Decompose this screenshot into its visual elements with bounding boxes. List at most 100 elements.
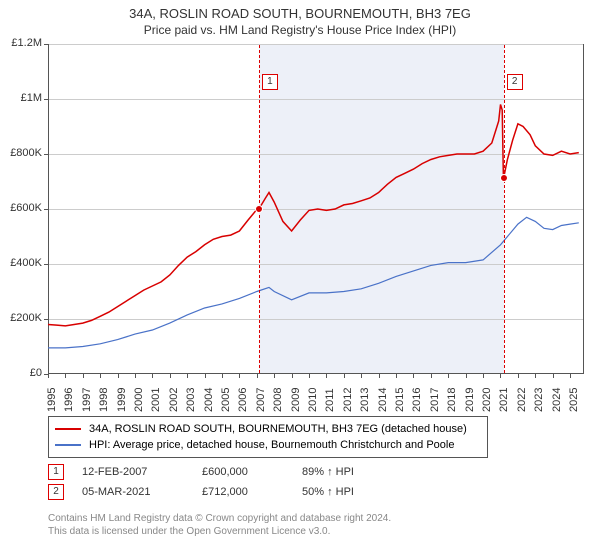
x-tick-label: 2014: [377, 388, 389, 412]
legend-label: HPI: Average price, detached house, Bour…: [89, 439, 454, 451]
x-tick-mark: [500, 374, 501, 378]
x-tick-label: 2019: [464, 388, 476, 412]
x-tick-label: 2015: [394, 388, 406, 412]
legend-item-hpi: HPI: Average price, detached house, Bour…: [55, 437, 481, 453]
x-tick-mark: [83, 374, 84, 378]
x-tick-label: 1996: [63, 388, 75, 412]
x-tick-mark: [413, 374, 414, 378]
x-tick-mark: [100, 374, 101, 378]
x-tick-label: 1997: [81, 388, 93, 412]
event-delta: 50% ↑ HPI: [302, 486, 422, 498]
x-tick-mark: [65, 374, 66, 378]
x-tick-mark: [135, 374, 136, 378]
x-tick-label: 2009: [290, 388, 302, 412]
x-tick-mark: [396, 374, 397, 378]
x-tick-mark: [205, 374, 206, 378]
marker-label: 2: [507, 74, 523, 90]
x-tick-mark: [553, 374, 554, 378]
x-tick-label: 2004: [203, 388, 215, 412]
event-row: 2 05-MAR-2021£712,00050% ↑ HPI: [48, 482, 422, 502]
x-tick-mark: [222, 374, 223, 378]
x-tick-mark: [48, 374, 49, 378]
x-tick-label: 2002: [168, 388, 180, 412]
event-delta: 89% ↑ HPI: [302, 466, 422, 478]
y-tick-label: £200K: [2, 312, 42, 324]
legend-label: 34A, ROSLIN ROAD SOUTH, BOURNEMOUTH, BH3…: [89, 423, 467, 435]
y-tick-mark: [44, 209, 48, 210]
footer-attribution: Contains HM Land Registry data © Crown c…: [48, 512, 391, 538]
y-tick-label: £1.2M: [2, 37, 42, 49]
x-tick-label: 2008: [272, 388, 284, 412]
x-tick-mark: [518, 374, 519, 378]
footer-line: Contains HM Land Registry data © Crown c…: [48, 512, 391, 525]
x-tick-mark: [361, 374, 362, 378]
y-tick-label: £800K: [2, 147, 42, 159]
y-tick-mark: [44, 44, 48, 45]
y-tick-label: £0: [2, 367, 42, 379]
x-tick-label: 1998: [98, 388, 110, 412]
x-tick-label: 2021: [498, 388, 510, 412]
event-price: £600,000: [202, 466, 302, 478]
x-tick-mark: [292, 374, 293, 378]
x-tick-label: 2011: [324, 388, 336, 412]
event-date: 05-MAR-2021: [82, 486, 202, 498]
x-tick-label: 2022: [516, 388, 528, 412]
x-tick-label: 2012: [342, 388, 354, 412]
y-tick-mark: [44, 99, 48, 100]
x-tick-mark: [309, 374, 310, 378]
legend-swatch: [55, 444, 81, 446]
x-tick-mark: [448, 374, 449, 378]
x-tick-mark: [535, 374, 536, 378]
x-tick-mark: [570, 374, 571, 378]
x-tick-label: 2003: [185, 388, 197, 412]
x-tick-mark: [118, 374, 119, 378]
x-tick-label: 2010: [307, 388, 319, 412]
legend-swatch: [55, 428, 81, 430]
x-tick-label: 2006: [237, 388, 249, 412]
x-tick-label: 2018: [446, 388, 458, 412]
event-number: 2: [48, 484, 64, 500]
y-tick-mark: [44, 154, 48, 155]
x-tick-label: 2023: [533, 388, 545, 412]
event-number: 1: [48, 464, 64, 480]
y-tick-label: £400K: [2, 257, 42, 269]
y-tick-label: £600K: [2, 202, 42, 214]
x-tick-mark: [187, 374, 188, 378]
x-tick-label: 2024: [551, 388, 563, 412]
y-tick-mark: [44, 264, 48, 265]
x-tick-mark: [170, 374, 171, 378]
x-tick-label: 2000: [133, 388, 145, 412]
x-tick-mark: [483, 374, 484, 378]
x-tick-label: 1999: [116, 388, 128, 412]
marker-label: 1: [262, 74, 278, 90]
x-tick-label: 2005: [220, 388, 232, 412]
event-row: 1 12-FEB-2007£600,00089% ↑ HPI: [48, 462, 422, 482]
x-tick-label: 2013: [359, 388, 371, 412]
x-tick-label: 2017: [429, 388, 441, 412]
marker-dot: [255, 205, 263, 213]
x-tick-mark: [466, 374, 467, 378]
y-tick-label: £1M: [2, 92, 42, 104]
y-tick-mark: [44, 319, 48, 320]
x-tick-mark: [344, 374, 345, 378]
legend-item-property: 34A, ROSLIN ROAD SOUTH, BOURNEMOUTH, BH3…: [55, 421, 481, 437]
marker-dot: [500, 174, 508, 182]
x-tick-mark: [379, 374, 380, 378]
marker-line: [504, 45, 505, 373]
x-tick-label: 2016: [411, 388, 423, 412]
x-tick-mark: [257, 374, 258, 378]
legend: 34A, ROSLIN ROAD SOUTH, BOURNEMOUTH, BH3…: [48, 416, 488, 458]
x-tick-mark: [152, 374, 153, 378]
event-price: £712,000: [202, 486, 302, 498]
x-tick-mark: [431, 374, 432, 378]
x-tick-mark: [326, 374, 327, 378]
x-tick-mark: [274, 374, 275, 378]
x-tick-label: 2025: [568, 388, 580, 412]
x-tick-label: 2001: [150, 388, 162, 412]
x-tick-label: 2020: [481, 388, 493, 412]
x-tick-label: 2007: [255, 388, 267, 412]
events-table: 1 12-FEB-2007£600,00089% ↑ HPI 2 05-MAR-202…: [48, 462, 422, 502]
x-tick-mark: [239, 374, 240, 378]
event-date: 12-FEB-2007: [82, 466, 202, 478]
footer-line: This data is licensed under the Open Gov…: [48, 525, 391, 538]
